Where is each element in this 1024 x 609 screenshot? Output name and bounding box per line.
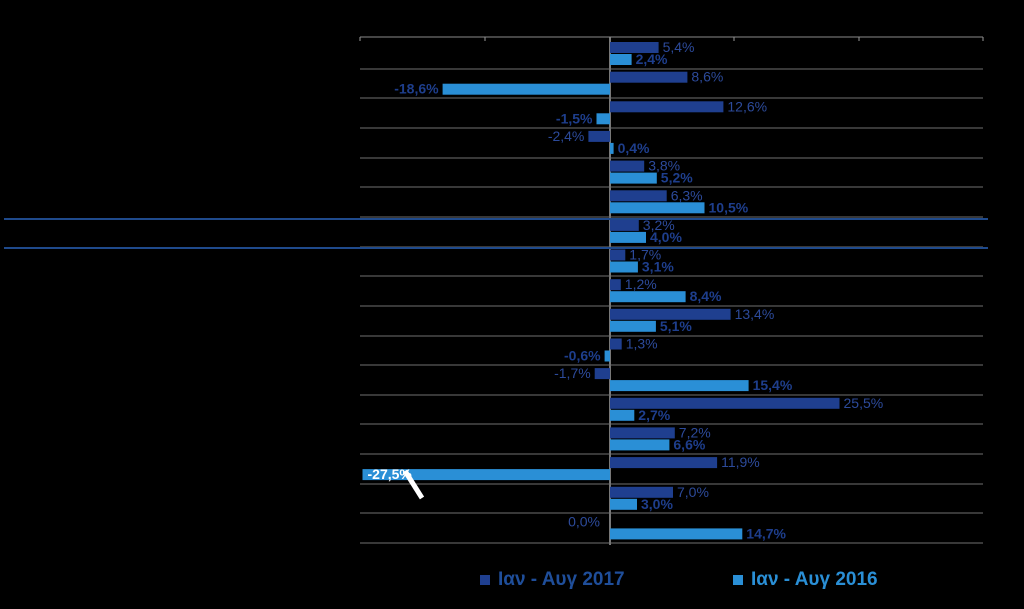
legend-item-2017: Ιαν - Αυγ 2017 (480, 569, 625, 591)
data-label-s1-1: 5,4% (663, 39, 695, 55)
bar-s2-4 (610, 142, 614, 154)
data-label-s1-4: -2,4% (548, 128, 585, 144)
data-label-s1-14: 7,2% (679, 424, 711, 440)
bar-s2-13 (610, 409, 635, 421)
bar-s1-9 (610, 279, 621, 291)
data-label-s2-7: 4,0% (650, 229, 682, 245)
bar-s2-11 (604, 350, 610, 362)
data-label-s2-4: 0,4% (618, 140, 650, 156)
bar-s1-11 (610, 338, 622, 350)
data-label-s2-17: 14,7% (746, 525, 786, 541)
data-label-s1-8: 1,7% (629, 247, 661, 263)
bar-s2-16 (610, 498, 637, 510)
bar-s1-1 (610, 42, 659, 53)
bar-s1-14 (610, 427, 675, 439)
data-label-s1-3: 12,6% (727, 98, 767, 114)
chart-legend: Ιαν - Αυγ 2017 Ιαν - Αυγ 2016 (0, 569, 1024, 595)
bar-s2-9 (610, 291, 686, 303)
grid-lines (4, 36, 988, 545)
bar-s1-7 (610, 219, 639, 231)
data-label-s1-12: -1,7% (554, 365, 591, 381)
bar-s1-6 (610, 190, 667, 202)
data-label-s2-15: -27,5% (368, 466, 413, 482)
data-label-s2-16: 3,0% (641, 496, 673, 512)
legend-swatch-2017 (480, 575, 490, 585)
bar-s1-3 (610, 101, 724, 113)
bar-s1-16 (610, 486, 673, 498)
data-label-s1-7: 3,2% (643, 217, 675, 233)
bar-s1-8 (610, 249, 626, 261)
bar-s1-5 (610, 160, 645, 172)
bar-s2-8 (610, 261, 638, 273)
bar-s2-3 (596, 113, 610, 125)
bar-s1-15 (610, 457, 718, 469)
bar-s2-7 (610, 231, 646, 243)
overlay (402, 469, 425, 500)
bar-s1-13 (610, 397, 840, 409)
bar-s1-4 (588, 130, 610, 142)
bar-s2-2 (442, 83, 610, 95)
data-label-s1-10: 13,4% (735, 306, 775, 322)
data-label-s2-14: 6,6% (673, 436, 705, 452)
data-label-s2-6: 10,5% (709, 199, 749, 215)
data-label-s1-6: 6,3% (671, 187, 703, 203)
data-label-s2-13: 2,7% (638, 407, 670, 423)
bar-s2-6 (610, 202, 705, 214)
data-label-s2-10: 5,1% (660, 318, 692, 334)
legend-swatch-2016 (733, 575, 743, 585)
bars (362, 42, 840, 540)
data-label-s1-13: 25,5% (844, 395, 884, 411)
axis-break-marker (402, 469, 425, 500)
bar-s2-10 (610, 320, 656, 332)
data-label-s1-11: 1,3% (626, 336, 658, 352)
data-label-s2-3: -1,5% (556, 110, 593, 126)
legend-label-2017: Ιαν - Αυγ 2017 (498, 569, 625, 590)
bar-s2-12 (610, 380, 749, 392)
legend-label-2016: Ιαν - Αυγ 2016 (751, 569, 878, 590)
data-label-s1-17: 0,0% (568, 513, 600, 529)
data-label-s2-1: 2,4% (636, 51, 668, 67)
data-labels: 5,4% 8,6%12,6% -2,4% 3,8% 6,3% 3,2% 1,7% 1,2% 13… (368, 39, 884, 541)
legend-item-2016: Ιαν - Αυγ 2016 (733, 569, 878, 591)
data-label-s1-15: 11,9% (721, 454, 760, 470)
bar-s2-15 (362, 469, 610, 481)
data-label-s1-2: 8,6% (691, 69, 723, 85)
data-label-s2-11: -0,6% (564, 348, 601, 364)
bar-s2-17 (610, 528, 743, 540)
bar-s1-10 (610, 308, 731, 320)
bar-s2-14 (610, 439, 670, 451)
data-label-s2-9: 8,4% (690, 288, 722, 304)
data-label-s2-2: -18,6% (394, 81, 439, 97)
data-label-s1-9: 1,2% (625, 276, 657, 292)
data-label-s1-5: 3,8% (648, 158, 680, 174)
data-label-s2-8: 3,1% (642, 259, 674, 275)
data-label-s1-16: 7,0% (677, 484, 709, 500)
bar-s2-1 (610, 54, 632, 65)
data-label-s2-12: 15,4% (753, 377, 793, 393)
bar-s1-2 (610, 71, 688, 83)
bar-s2-5 (610, 172, 657, 184)
bar-s1-12 (594, 368, 610, 380)
data-label-s2-5: 5,2% (661, 170, 693, 186)
